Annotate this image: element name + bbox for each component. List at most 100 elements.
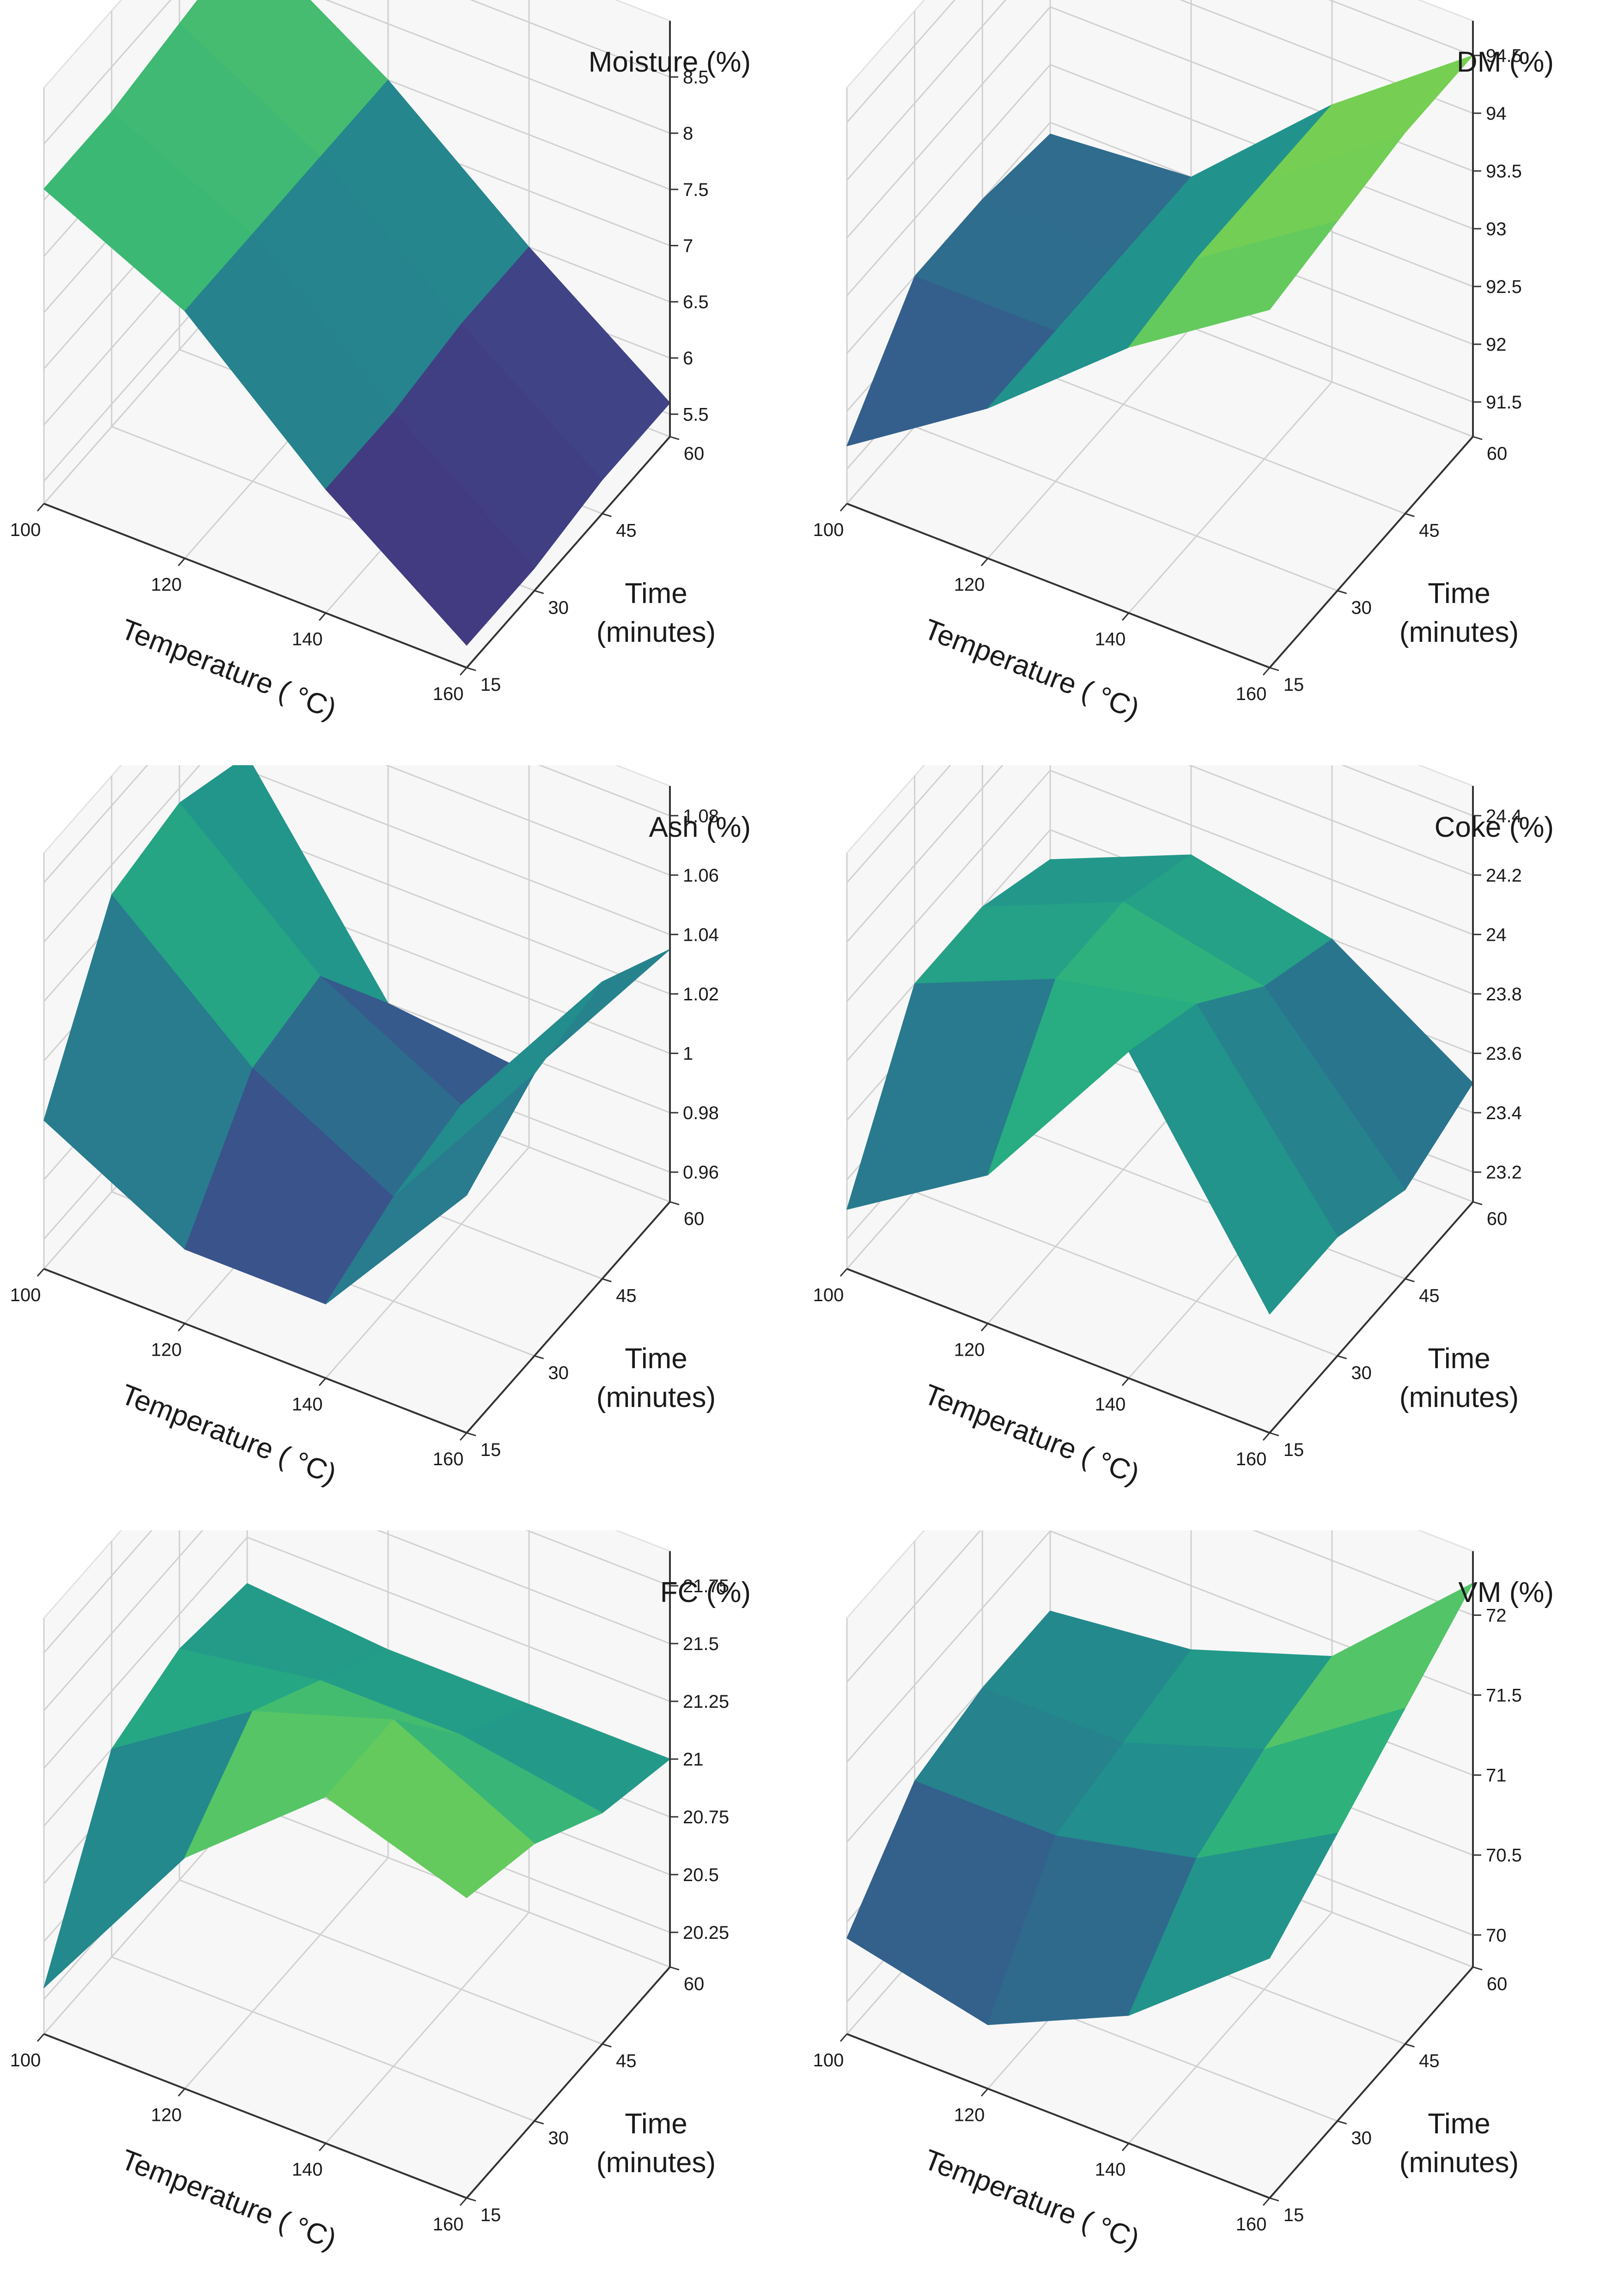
y-tick-label: 45 <box>1419 521 1440 541</box>
x-tick-mark <box>318 1377 327 1386</box>
z-tick-label: 91.5 <box>1486 392 1522 413</box>
x-tick-mark <box>459 667 468 676</box>
surface <box>43 1583 670 1988</box>
x-tick-label: 140 <box>1095 629 1126 650</box>
x-tick-mark <box>980 558 989 566</box>
grid-line <box>179 1879 602 2045</box>
y-tick-mark <box>1405 513 1415 518</box>
x-axis-line <box>43 2033 467 2199</box>
x-tick-mark <box>459 1432 468 1441</box>
y-axis-label: Time (minutes) <box>596 578 716 648</box>
grid-line <box>43 765 670 943</box>
surface-face <box>325 412 535 646</box>
y-tick-label: 30 <box>548 1363 569 1383</box>
grid-line <box>43 1536 670 1769</box>
y-axis-line <box>466 436 671 669</box>
axes: 70 70.5 71 71.5 72 100 120 140 160 15 30 45 60 <box>813 1551 1522 2235</box>
x-tick-label: 100 <box>10 1285 41 1305</box>
y-tick-mark <box>1337 2120 1347 2125</box>
x-tick-label: 160 <box>1236 1449 1267 1469</box>
moisture-chart: 5.5 6 6.5 7 7.5 8 8.5 100 120 140 160 15 30 45 60 Moist… <box>0 0 803 765</box>
surface-face <box>325 1719 535 1898</box>
surface-face <box>1128 1833 1338 2016</box>
z-tick-label: 21.25 <box>683 1692 729 1712</box>
axes: 91.5 92 92.5 93 93.5 94 94.5 100 120 140 160 15 30 45… <box>813 21 1522 704</box>
x-tick-mark <box>840 503 848 512</box>
y-tick-mark <box>1269 667 1279 671</box>
surface <box>846 854 1473 1315</box>
z-tick-label: 72 <box>1486 1605 1507 1626</box>
x-tick-label: 100 <box>813 520 844 540</box>
x-tick-mark <box>1121 2143 1130 2151</box>
y-tick-label: 30 <box>1351 1363 1372 1383</box>
chart-svg: 0.96 0.98 1 1.02 1.04 1.06 1.08 100 120 140 160 15 3… <box>10 765 751 1491</box>
surface <box>43 0 670 646</box>
z-tick-label: 24.2 <box>1486 865 1522 886</box>
z-tick-label: 20.75 <box>683 1807 729 1827</box>
y-tick-label: 15 <box>481 675 501 695</box>
grid-line <box>914 1191 1338 1357</box>
z-tick-label: 0.98 <box>683 1103 719 1123</box>
grid-line <box>43 0 670 145</box>
y-tick-label: 60 <box>684 444 705 464</box>
y-tick-label: 15 <box>1284 1440 1304 1460</box>
grid-line <box>987 327 1192 559</box>
surface <box>846 1583 1473 2025</box>
y-tick-label: 45 <box>616 1286 637 1306</box>
axes: 20.25 20.5 20.75 21 21.25 21.5 21.75 100 120 140 1… <box>10 1551 729 2235</box>
x-tick-mark <box>318 612 327 621</box>
x-tick-mark <box>318 2143 327 2151</box>
x-tick-label: 140 <box>292 629 323 650</box>
x-tick-label: 160 <box>1236 2214 1267 2235</box>
ash-chart: 0.96 0.98 1 1.02 1.04 1.06 1.08 100 120 140 160 15 3… <box>0 765 803 1530</box>
y-tick-label: 60 <box>1487 444 1508 464</box>
x-tick-label: 140 <box>292 2160 323 2180</box>
grid-line <box>325 1912 530 2144</box>
y-tick-mark <box>534 2120 544 2125</box>
y-axis-label: Time (minutes) <box>1399 1343 1519 1413</box>
y-tick-label: 30 <box>548 597 569 618</box>
x-tick-label: 160 <box>433 1449 464 1469</box>
y-axis-line <box>1269 1966 1474 2199</box>
chart-title: Coke (%) <box>1435 811 1554 843</box>
y-axis-line <box>1269 1201 1474 1434</box>
y-axis-line <box>466 1966 671 2199</box>
chart-title: VM (%) <box>1458 1577 1554 1608</box>
x-tick-label: 160 <box>433 2214 464 2235</box>
grid-line <box>1128 1912 1333 2144</box>
y-tick-mark <box>602 513 612 518</box>
z-tick-label: 6.5 <box>683 292 709 312</box>
y-tick-mark <box>1337 1355 1347 1359</box>
x-tick-mark <box>840 1268 848 1277</box>
z-tick-label: 1.02 <box>683 984 719 1005</box>
x-tick-mark <box>459 2198 468 2206</box>
z-tick-label: 21.75 <box>683 1576 729 1596</box>
x-tick-label: 120 <box>954 2105 985 2125</box>
vm-chart: 70 70.5 71 71.5 72 100 120 140 160 15 30 45 60 VM (%)… <box>803 1530 1606 2296</box>
chart-title: FC (%) <box>660 1577 751 1608</box>
z-tick-label: 23.2 <box>1486 1163 1522 1183</box>
chart-svg: 91.5 92 92.5 93 93.5 94 94.5 100 120 140 160 15 30 45… <box>813 0 1554 725</box>
z-tick-label: 1.04 <box>683 925 719 945</box>
y-tick-label: 15 <box>481 1440 501 1460</box>
z-tick-label: 8.5 <box>683 67 709 88</box>
grid-line <box>184 1857 389 2089</box>
z-tick-label: 1.08 <box>683 806 719 826</box>
z-tick-label: 92 <box>1486 335 1507 355</box>
grid-line <box>846 765 1473 943</box>
x-tick-mark <box>1121 1377 1130 1386</box>
z-tick-label: 71.5 <box>1486 1686 1522 1706</box>
y-tick-label: 15 <box>1284 2205 1304 2225</box>
x-tick-label: 100 <box>10 520 41 540</box>
z-tick-label: 21.5 <box>683 1634 719 1654</box>
y-tick-mark <box>669 1966 680 1971</box>
x-tick-label: 100 <box>813 2050 844 2071</box>
z-tick-label: 23.8 <box>1486 984 1522 1005</box>
z-tick-label: 94 <box>1486 104 1507 124</box>
y-tick-label: 15 <box>481 2205 501 2225</box>
z-tick-label: 0.96 <box>683 1163 719 1183</box>
y-tick-mark <box>1269 1432 1279 1437</box>
z-tick-label: 70.5 <box>1486 1845 1522 1866</box>
y-tick-mark <box>1472 436 1483 440</box>
grid-line <box>987 1092 1192 1324</box>
